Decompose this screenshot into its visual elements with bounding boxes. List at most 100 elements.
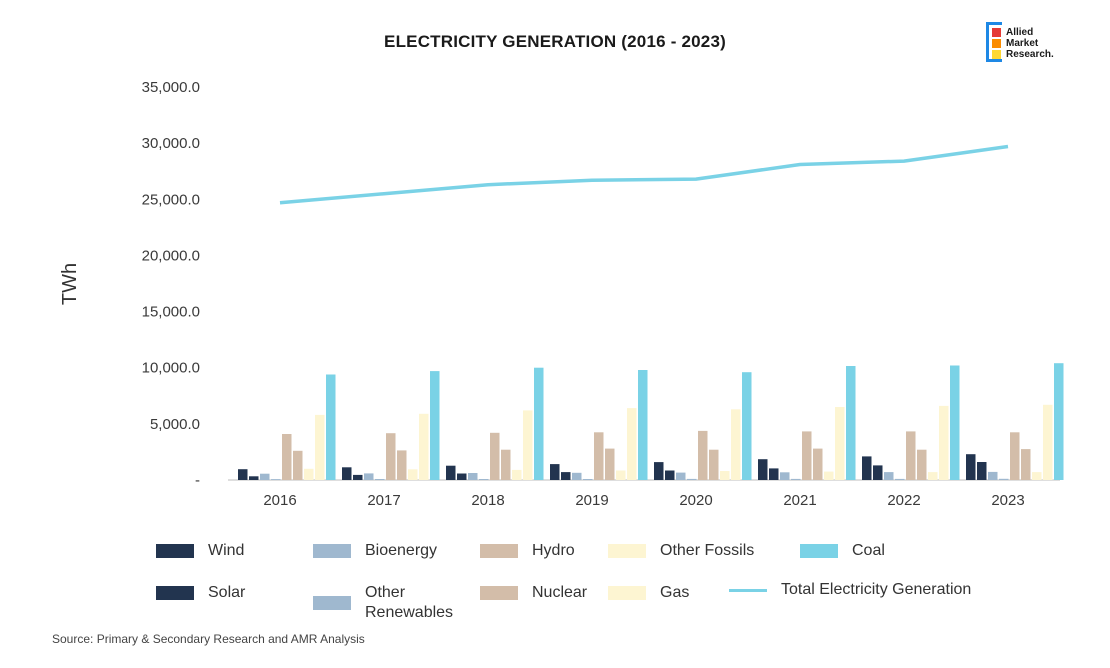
bar-hydro-2021 — [802, 431, 812, 480]
bar-coal-2023 — [1054, 363, 1064, 480]
bar-wind-2020 — [654, 462, 664, 480]
bar-solar-2017 — [353, 474, 363, 480]
bar-coal-2016 — [326, 374, 336, 480]
bar-other-fossils-2019 — [616, 470, 626, 480]
y-tick-label: - — [195, 472, 200, 489]
logo: Allied Market Research. — [986, 22, 1078, 68]
bar-wind-2018 — [446, 465, 456, 480]
bar-bioenergy-2022 — [884, 472, 894, 480]
legend-swatch-nuclear — [480, 586, 518, 600]
x-tick-label: 2023 — [991, 492, 1024, 509]
y-tick-label: 35,000.0 — [142, 79, 200, 96]
legend-label-other-fossils: Other Fossils — [660, 542, 755, 559]
bar-gas-2019 — [627, 408, 637, 480]
legend-item-other-fossils: Other Fossils — [608, 541, 754, 561]
legend-item-solar: Solar — [156, 583, 245, 603]
y-tick-label: 20,000.0 — [142, 247, 200, 264]
bar-other-renewables-2021 — [791, 478, 801, 480]
legend-swatch-other-fossils — [608, 544, 646, 558]
legend-swatch-hydro — [480, 544, 518, 558]
bar-coal-2021 — [846, 366, 856, 480]
legend-swatch-gas — [608, 586, 646, 600]
bar-hydro-2019 — [594, 432, 604, 480]
bar-hydro-2017 — [386, 433, 396, 480]
bar-solar-2020 — [665, 470, 675, 480]
legend-item-total-electricity-generation: Total Electricity Generation — [729, 580, 971, 600]
legend-swatch-wind — [156, 544, 194, 558]
bar-coal-2019 — [638, 370, 648, 480]
bar-coal-2017 — [430, 371, 440, 480]
y-tick-label: 25,000.0 — [142, 191, 200, 208]
bar-other-fossils-2023 — [1032, 472, 1042, 480]
bar-gas-2020 — [731, 409, 741, 480]
y-tick-label: 15,000.0 — [142, 304, 200, 321]
bar-gas-2016 — [315, 414, 325, 480]
series-line-total-electricity-generation — [279, 144, 1009, 205]
bar-other-fossils-2020 — [720, 471, 730, 480]
x-tick-label: 2019 — [575, 492, 608, 509]
bar-other-renewables-2018 — [479, 479, 489, 480]
bar-solar-2019 — [561, 472, 571, 480]
bar-bioenergy-2020 — [676, 472, 686, 480]
bar-other-fossils-2016 — [304, 468, 314, 480]
bar-other-renewables-2023 — [999, 478, 1009, 480]
legend-swatch-coal — [800, 544, 838, 558]
legend-label-other-renewables: Other Renewables — [365, 584, 454, 621]
bar-hydro-2020 — [698, 430, 708, 480]
bar-wind-2023 — [966, 454, 976, 480]
source-note: Source: Primary & Secondary Research and… — [52, 632, 365, 646]
bar-other-renewables-2016 — [271, 479, 281, 480]
y-tick-label: 10,000.0 — [142, 360, 200, 377]
chart-title: ELECTRICITY GENERATION (2016 - 2023) — [384, 32, 726, 51]
x-tick-label: 2017 — [367, 492, 400, 509]
legend-label-hydro: Hydro — [532, 542, 575, 559]
bar-gas-2017 — [419, 413, 429, 480]
bar-wind-2017 — [342, 467, 352, 480]
bar-hydro-2018 — [490, 432, 500, 480]
logo-square-orange — [992, 39, 1001, 48]
legend-item-bioenergy: Bioenergy — [313, 541, 437, 561]
x-tick-label: 2016 — [263, 492, 296, 509]
legend-swatch-total-electricity-generation — [729, 588, 767, 592]
legend-item-wind: Wind — [156, 541, 244, 561]
bar-wind-2021 — [758, 459, 768, 480]
bar-hydro-2022 — [906, 431, 916, 480]
bar-bioenergy-2018 — [468, 473, 478, 480]
logo-square-yellow — [992, 50, 1001, 59]
legend-label-solar: Solar — [208, 584, 246, 601]
bar-other-fossils-2022 — [928, 472, 938, 480]
bar-solar-2018 — [457, 473, 467, 480]
bar-solar-2023 — [977, 462, 987, 480]
bar-gas-2022 — [939, 405, 949, 480]
legend-item-hydro: Hydro — [480, 541, 575, 561]
legend-item-nuclear: Nuclear — [480, 583, 587, 603]
logo-frame — [986, 22, 1002, 62]
bar-coal-2020 — [742, 372, 752, 480]
legend-item-gas: Gas — [608, 583, 689, 603]
legend-label-bioenergy: Bioenergy — [365, 542, 438, 559]
bar-bioenergy-2019 — [572, 472, 582, 480]
bar-gas-2023 — [1043, 404, 1053, 480]
bar-coal-2022 — [950, 365, 960, 480]
chart-plot: - 5,000.0 10,000.0 15,000.0 20,000.0 25,000.0… — [59, 79, 1064, 509]
bar-wind-2022 — [862, 456, 872, 480]
bar-nuclear-2023 — [1021, 449, 1031, 480]
legend-item-coal: Coal — [800, 541, 885, 561]
y-tick-label: 5,000.0 — [150, 416, 200, 433]
legend-label-nuclear: Nuclear — [532, 584, 588, 601]
x-tick-label: 2020 — [679, 492, 712, 509]
legend-label-gas: Gas — [660, 584, 690, 601]
bar-nuclear-2020 — [709, 449, 719, 480]
bar-bioenergy-2021 — [780, 472, 790, 480]
bar-gas-2021 — [835, 407, 845, 480]
bar-bioenergy-2016 — [260, 473, 270, 480]
legend-swatch-bioenergy — [313, 544, 351, 558]
legend-swatch-solar — [156, 586, 194, 600]
bar-nuclear-2016 — [293, 450, 303, 480]
bar-other-fossils-2021 — [824, 471, 834, 480]
bar-gas-2018 — [523, 410, 533, 480]
bar-hydro-2023 — [1010, 432, 1020, 480]
bar-bioenergy-2017 — [364, 473, 374, 480]
bar-other-fossils-2018 — [512, 469, 522, 480]
y-tick-label: 30,000.0 — [142, 135, 200, 152]
